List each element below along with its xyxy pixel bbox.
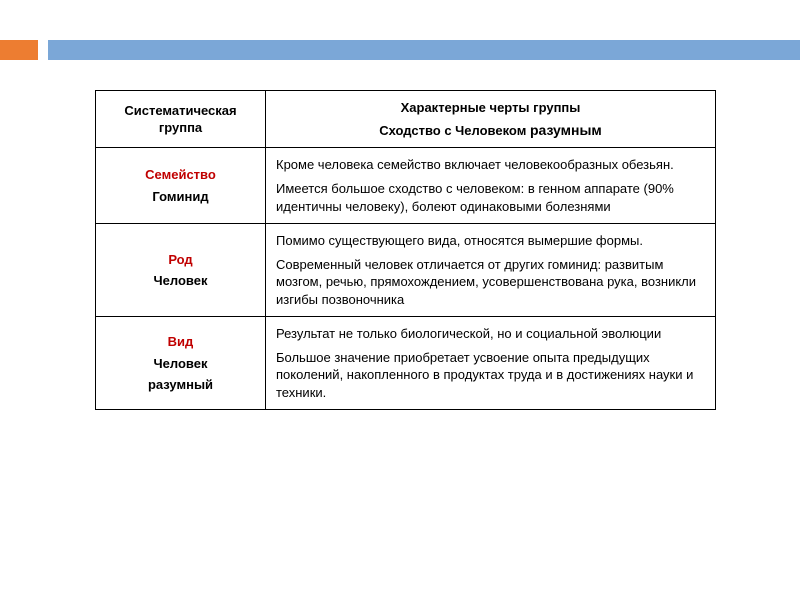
desc-paragraph: Имеется большое сходство с человеком: в … [276,180,705,215]
accent-orange-block [0,40,38,60]
taxon-rank: Семейство [106,166,255,184]
taxon-cell-species: Вид Человек разумный [96,317,266,410]
table-container: Систематическая группа Характерные черты… [95,90,715,410]
taxon-cell-genus: Род Человек [96,224,266,317]
desc-cell: Кроме человека семейство включает челове… [266,148,716,224]
header-right-line1: Характерные черты группы [401,100,581,115]
desc-paragraph: Помимо существующего вида, относятся вым… [276,232,705,250]
header-left: Систематическая группа [96,91,266,148]
accent-blue-block [48,40,800,60]
desc-cell: Помимо существующего вида, относятся вым… [266,224,716,317]
desc-paragraph: Современный человек отличается от других… [276,256,705,309]
header-right-line2-emph: разумным [530,122,602,138]
taxonomy-table: Систематическая группа Характерные черты… [95,90,716,410]
taxon-name-mid: Человек [106,355,255,373]
taxon-name: Человек [106,272,255,290]
table-row: Вид Человек разумный Результат не только… [96,317,716,410]
desc-cell: Результат не только биологической, но и … [266,317,716,410]
taxon-name: Гоминид [106,188,255,206]
table-row: Семейство Гоминид Кроме человека семейст… [96,148,716,224]
table-row: Род Человек Помимо существующего вида, о… [96,224,716,317]
taxon-rank: Вид [106,333,255,351]
header-right: Характерные черты группы Сходство с Чело… [266,91,716,148]
table-header-row: Систематическая группа Характерные черты… [96,91,716,148]
top-accent-bar [0,40,800,60]
desc-paragraph: Результат не только биологической, но и … [276,325,705,343]
header-right-line2: Сходство с Человеком разумным [276,121,705,140]
header-right-line2-prefix: Сходство с Человеком [379,123,530,138]
taxon-rank: Род [106,251,255,269]
desc-paragraph: Кроме человека семейство включает челове… [276,156,705,174]
desc-paragraph: Большое значение приобретает усвоение оп… [276,349,705,402]
taxon-cell-family: Семейство Гоминид [96,148,266,224]
taxon-name: разумный [106,376,255,394]
